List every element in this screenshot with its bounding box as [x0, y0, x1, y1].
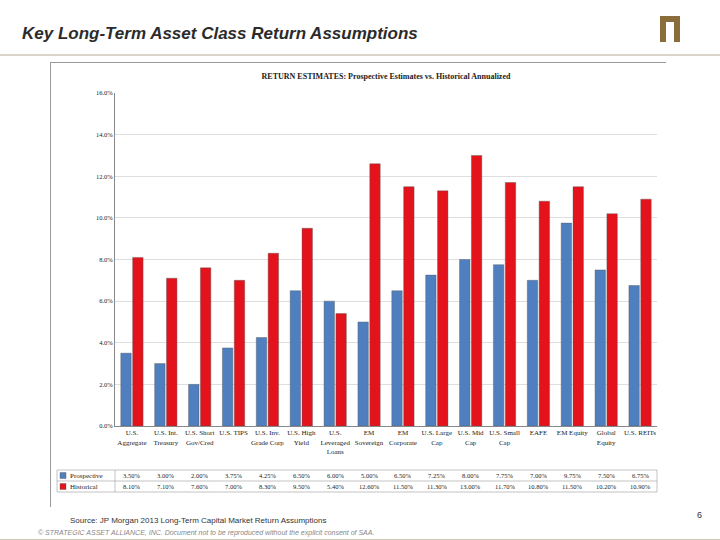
svg-text:4.25%: 4.25%	[259, 472, 276, 479]
svg-text:EAFE: EAFE	[530, 429, 548, 437]
svg-text:U.S. HighYield: U.S. HighYield	[287, 429, 316, 446]
svg-text:4.0%: 4.0%	[99, 339, 113, 346]
svg-text:8.10%: 8.10%	[123, 483, 140, 490]
svg-text:3.50%: 3.50%	[123, 472, 140, 479]
html-text:Key Long-Term Asset Class Retu: Key Long-Term Asset Class Return Assumpt…	[22, 24, 418, 43]
svg-text:8.0%: 8.0%	[99, 256, 113, 263]
svg-text:2.00%: 2.00%	[191, 472, 208, 479]
svg-text:7.10%: 7.10%	[157, 483, 174, 490]
html-text:Source: JP Morgan 2013 Long-Te: Source: JP Morgan 2013 Long-Term Capital…	[70, 516, 327, 525]
svg-text:EM Equity: EM Equity	[557, 429, 588, 437]
svg-text:U.S. Inv.Grade Corp: U.S. Inv.Grade Corp	[251, 429, 284, 446]
svg-text:6.00%: 6.00%	[327, 472, 344, 479]
svg-text:EMSovereign: EMSovereign	[355, 429, 384, 446]
svg-text:U.S. MidCap: U.S. MidCap	[458, 429, 484, 446]
svg-text:U.S. ShortGov/Cred: U.S. ShortGov/Cred	[185, 429, 214, 446]
svg-text:5.00%: 5.00%	[361, 472, 378, 479]
svg-text:U.S. SmallCap: U.S. SmallCap	[489, 429, 520, 446]
svg-text:11.50%: 11.50%	[393, 483, 413, 490]
svg-text:U.S.LeveragedLoans: U.S.LeveragedLoans	[320, 429, 350, 455]
svg-text:16.0%: 16.0%	[96, 89, 113, 96]
svg-text:12.0%: 12.0%	[96, 173, 113, 180]
svg-text:9.50%: 9.50%	[293, 483, 310, 490]
svg-text:7.00%: 7.00%	[225, 483, 242, 490]
svg-text:7.60%: 7.60%	[191, 483, 208, 490]
svg-text:U.S. Int.Treasury: U.S. Int.Treasury	[153, 429, 178, 446]
svg-text:U.S. TIPS: U.S. TIPS	[219, 429, 248, 437]
svg-text:U.S. LargeCap: U.S. LargeCap	[422, 429, 452, 446]
svg-text:8.30%: 8.30%	[259, 483, 276, 490]
svg-text:6.75%: 6.75%	[632, 472, 649, 479]
svg-text:11.50%: 11.50%	[562, 483, 582, 490]
svg-text:10.20%: 10.20%	[596, 483, 617, 490]
svg-text:10.80%: 10.80%	[528, 483, 549, 490]
svg-text:7.25%: 7.25%	[428, 472, 445, 479]
svg-text:9.75%: 9.75%	[564, 472, 581, 479]
svg-text:Historical: Historical	[70, 483, 98, 491]
html-text:© STRATEGIC ASSET ALLIANCE, IN: © STRATEGIC ASSET ALLIANCE, INC. Documen…	[38, 529, 375, 536]
svg-text:0.0%: 0.0%	[99, 422, 113, 429]
svg-text:13.00%: 13.00%	[460, 483, 481, 490]
svg-text:3.00%: 3.00%	[157, 472, 174, 479]
svg-text:3.75%: 3.75%	[225, 472, 242, 479]
svg-text:6.50%: 6.50%	[293, 472, 310, 479]
svg-text:11.30%: 11.30%	[427, 483, 447, 490]
svg-text:Prospective: Prospective	[70, 472, 103, 480]
svg-text:12.60%: 12.60%	[359, 483, 380, 490]
svg-text:10.90%: 10.90%	[630, 483, 651, 490]
svg-text:8.00%: 8.00%	[462, 472, 479, 479]
svg-text:EMCorporate: EMCorporate	[389, 429, 417, 446]
svg-text:6.50%: 6.50%	[394, 472, 411, 479]
svg-text:6.0%: 6.0%	[99, 297, 113, 304]
svg-text:7.50%: 7.50%	[598, 472, 615, 479]
svg-text:5.40%: 5.40%	[327, 483, 344, 490]
svg-text:11.70%: 11.70%	[495, 483, 515, 490]
svg-text:U.S. REITs: U.S. REITs	[624, 429, 656, 437]
svg-text:RETURN ESTIMATES: Prospective: RETURN ESTIMATES: Prospective Estimates …	[262, 72, 511, 81]
svg-text:7.00%: 7.00%	[530, 472, 547, 479]
html-text:6: 6	[697, 510, 702, 520]
svg-text:U.S.Aggregate: U.S.Aggregate	[117, 429, 146, 446]
svg-text:GlobalEquity: GlobalEquity	[597, 429, 616, 446]
svg-text:14.0%: 14.0%	[96, 131, 113, 138]
svg-text:10.0%: 10.0%	[96, 214, 113, 221]
svg-text:2.0%: 2.0%	[99, 381, 113, 388]
svg-text:7.75%: 7.75%	[496, 472, 513, 479]
